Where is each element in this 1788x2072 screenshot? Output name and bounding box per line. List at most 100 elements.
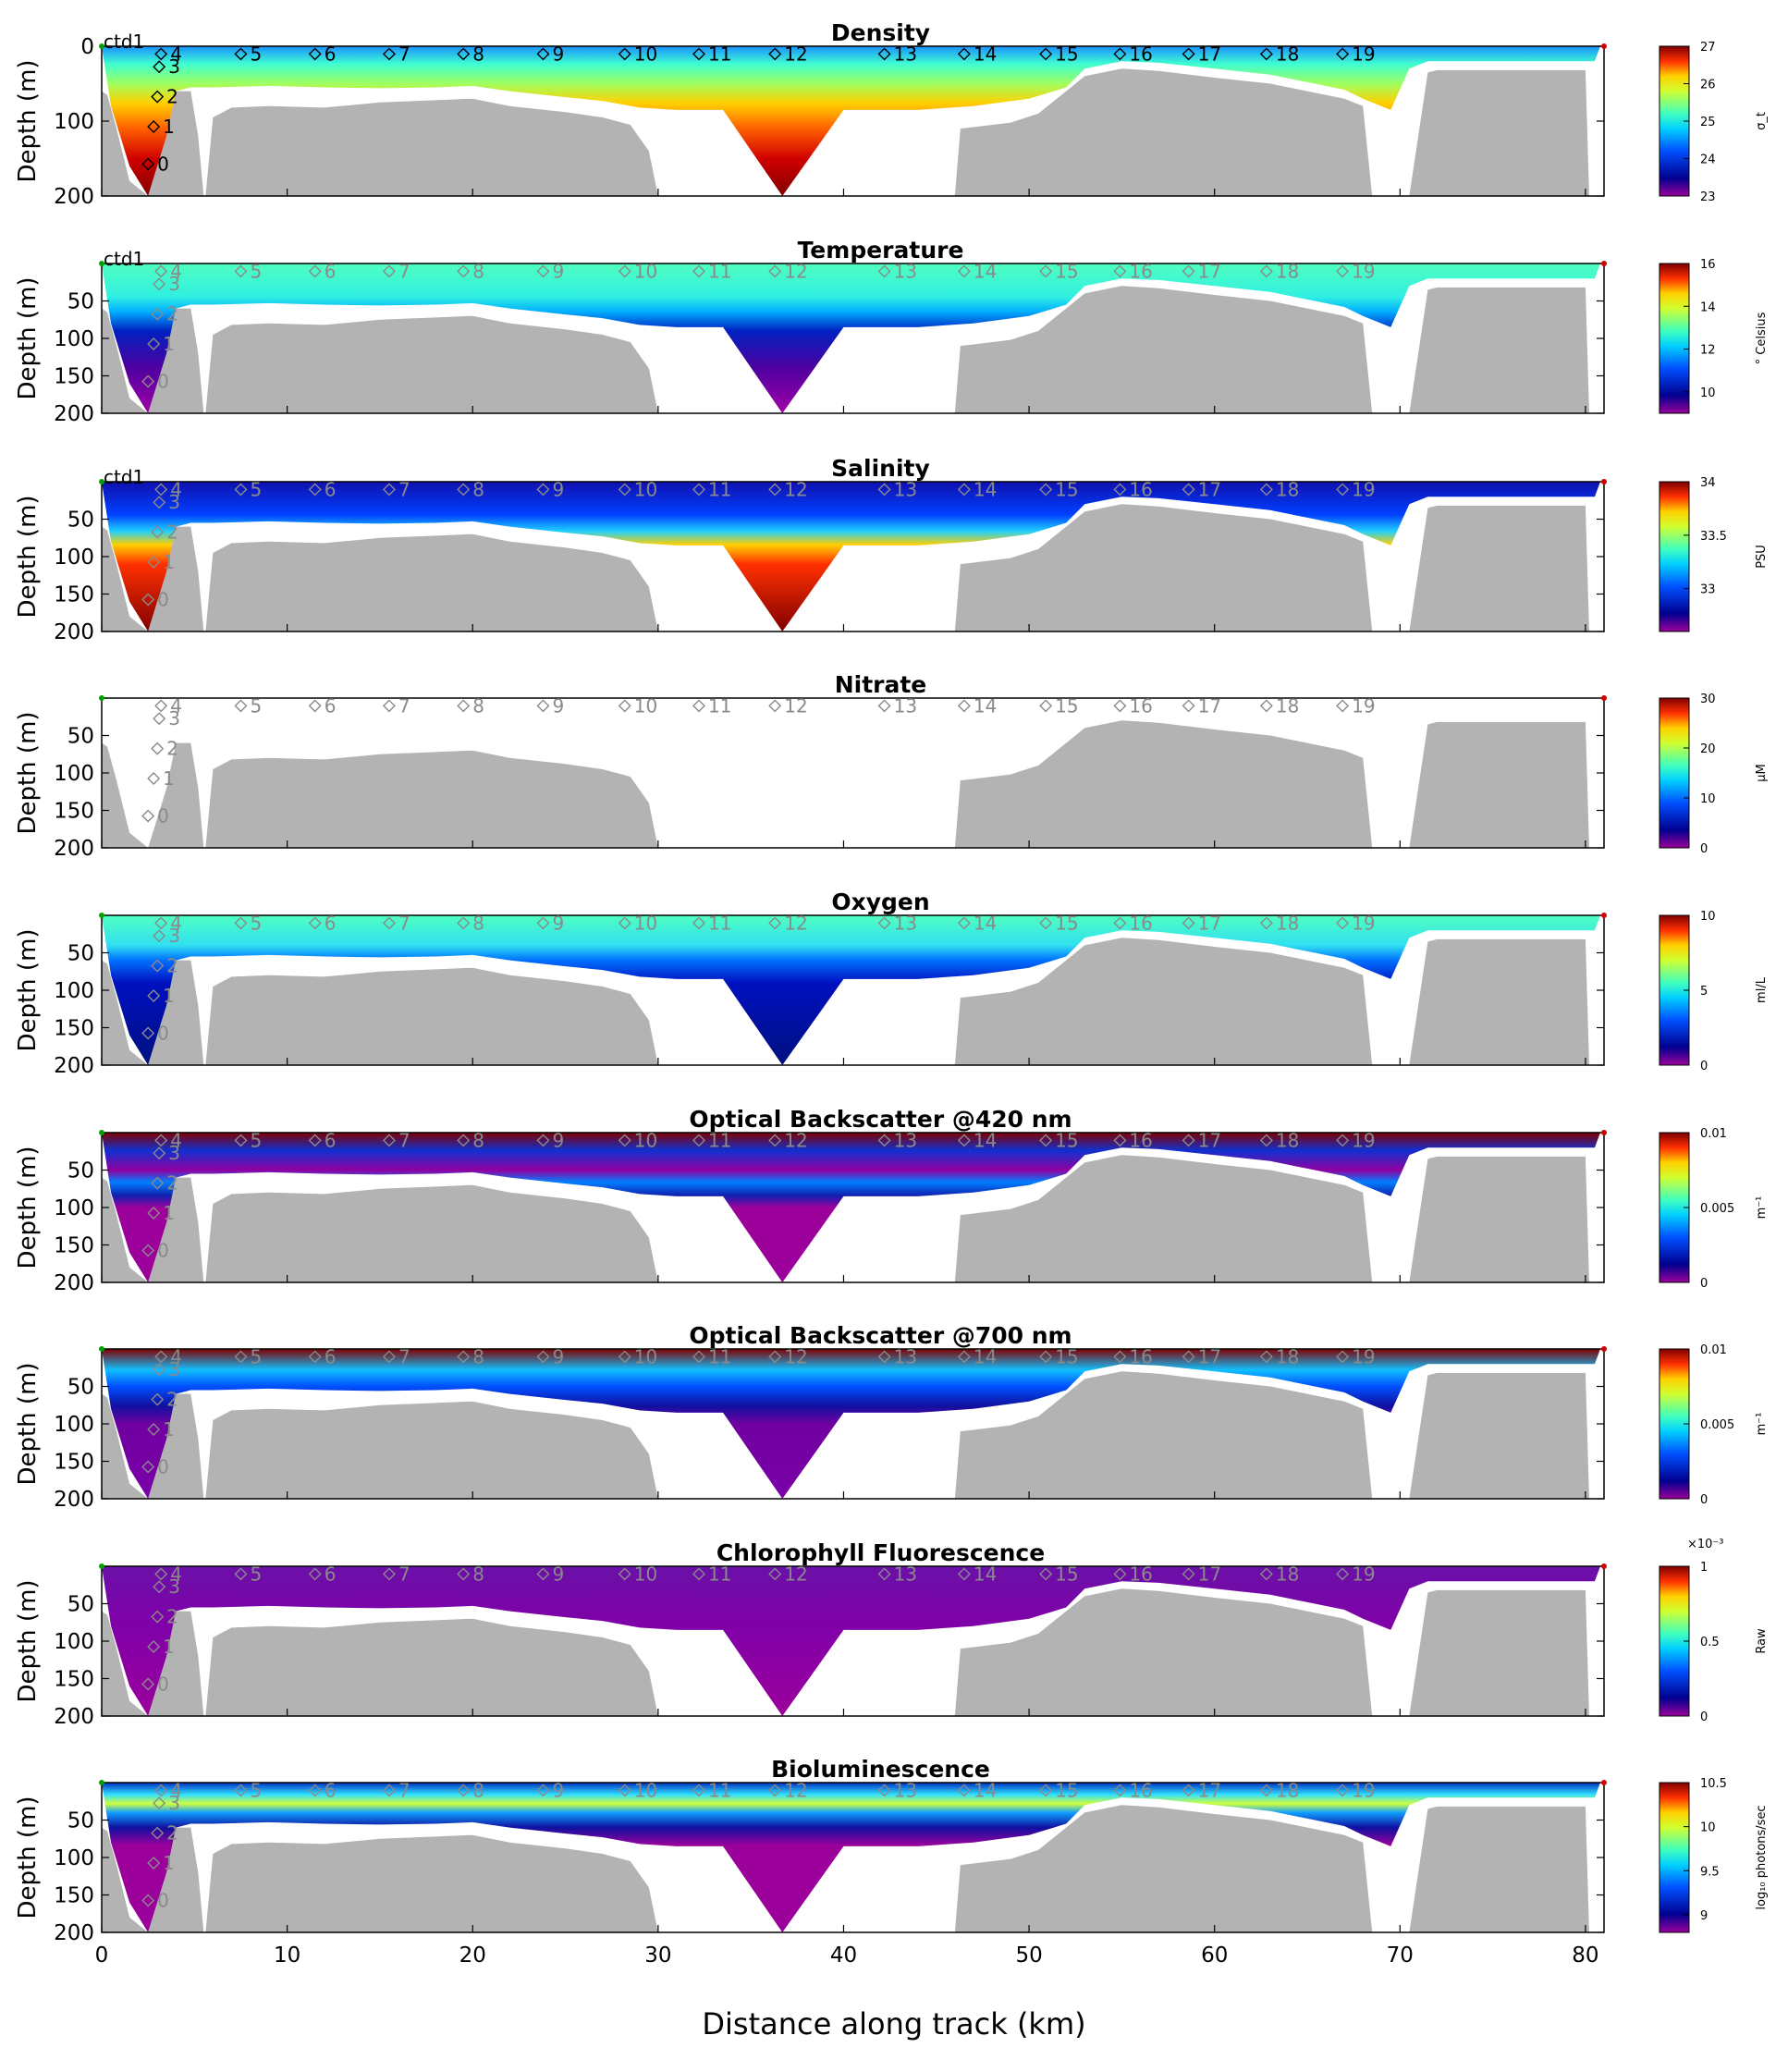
y-tick-label: 50: [67, 1809, 94, 1833]
station-label: 18: [1276, 478, 1299, 500]
panel-title: Optical Backscatter @420 nm: [689, 1106, 1072, 1133]
station-label: 7: [398, 1129, 410, 1151]
station-label: 19: [1352, 1779, 1375, 1801]
station-marker: [1113, 1134, 1127, 1147]
station-marker: [692, 1784, 705, 1797]
colorbar: 34 33.5 33 PSU: [1659, 476, 1769, 632]
panel-title: Nitrate: [835, 671, 927, 698]
station-marker: [147, 337, 161, 350]
station-label: 7: [398, 694, 410, 717]
station-label: 0: [157, 1890, 169, 1912]
y-tick-label: 150: [54, 800, 94, 824]
colorbar-tick-label: 5: [1700, 985, 1708, 999]
station-label: 11: [708, 1779, 731, 1801]
track-end-marker: [1601, 1780, 1607, 1785]
station-label: 9: [552, 1345, 564, 1367]
station-label: 5: [250, 478, 262, 500]
station-label: 16: [1129, 1563, 1152, 1585]
station-label: 11: [708, 260, 731, 282]
station-label: 5: [250, 1779, 262, 1801]
colorbar-tick-label: 1: [1700, 1561, 1708, 1575]
station-label: 3: [168, 1792, 180, 1814]
station-marker: [877, 47, 891, 61]
station-marker: [151, 1392, 165, 1406]
data-field: [102, 1349, 1600, 1499]
station-marker: [618, 1350, 631, 1364]
panel-optical-backscatter-420-nm: Optical Backscatter @420 nm50100150200De…: [14, 1106, 1769, 1295]
station-marker: [1182, 699, 1195, 713]
y-tick-label: 50: [67, 290, 94, 314]
track-start-marker: [99, 1780, 104, 1785]
station-marker: [151, 742, 165, 755]
station-label: 12: [784, 694, 807, 717]
station-marker: [1113, 1784, 1127, 1797]
colorbar: 1 0.5 0 Raw ×10⁻³: [1659, 1538, 1769, 1724]
station-label: 16: [1129, 1345, 1152, 1367]
station-start-label: ctd1: [104, 31, 144, 53]
station-label: 8: [472, 1563, 484, 1585]
station-label: 17: [1198, 1563, 1221, 1585]
station-marker: [1259, 483, 1273, 497]
colorbar-tick-label: 0.5: [1700, 1636, 1720, 1649]
station-marker: [141, 1894, 155, 1907]
station-label: 10: [634, 260, 657, 282]
station-marker: [154, 47, 168, 61]
station-label: 17: [1198, 43, 1221, 65]
station-label: 16: [1129, 1129, 1152, 1151]
station-marker: [141, 1026, 155, 1040]
y-axis-label: Depth (m): [14, 1362, 42, 1485]
station-start-label: ctd1: [104, 248, 144, 270]
seafloor-bathymetry: [102, 1805, 1604, 1932]
station-marker: [768, 1134, 782, 1147]
station-label: 16: [1129, 260, 1152, 282]
station-marker: [457, 916, 471, 930]
station-label: 11: [708, 1563, 731, 1585]
seafloor-bathymetry: [102, 1588, 1604, 1716]
y-tick-label: 150: [54, 1884, 94, 1908]
station-label: 7: [398, 912, 410, 934]
y-tick-label: 200: [54, 185, 94, 209]
station-label: 3: [168, 491, 180, 513]
station-label: 18: [1276, 1563, 1299, 1585]
station-marker: [457, 1784, 471, 1797]
station-marker: [536, 1134, 550, 1147]
station-marker: [536, 264, 550, 278]
station-label: 19: [1352, 1345, 1375, 1367]
station-label: 1: [163, 333, 175, 355]
colorbar-tick-label: 0.01: [1700, 1343, 1727, 1357]
station-marker: [1259, 47, 1273, 61]
station-marker: [1259, 1567, 1273, 1581]
station-marker: [382, 264, 396, 278]
station-label: 10: [634, 1345, 657, 1367]
colorbar-tick-label: 12: [1700, 344, 1716, 358]
station-marker: [1182, 47, 1195, 61]
station-label: 9: [552, 694, 564, 717]
station-label: 0: [157, 371, 169, 393]
station-marker: [147, 772, 161, 785]
station-marker: [957, 1567, 971, 1581]
station-label: 15: [1055, 1129, 1078, 1151]
colorbar-units-label: m⁻¹: [1755, 1196, 1769, 1220]
station-label: 3: [168, 925, 180, 947]
station-marker: [153, 60, 166, 74]
station-label: 6: [325, 1345, 337, 1367]
y-tick-label: 100: [54, 1413, 94, 1437]
station-marker: [234, 1134, 248, 1147]
station-label: 1: [163, 985, 175, 1007]
station-label: 13: [894, 260, 917, 282]
station-label: 19: [1352, 260, 1375, 282]
station-label: 13: [894, 912, 917, 934]
station-label: 19: [1352, 1563, 1375, 1585]
station-marker: [234, 699, 248, 713]
colorbar-units-label: log₁₀ photons/sec: [1755, 1805, 1769, 1909]
station-marker: [1039, 1567, 1053, 1581]
y-axis-label: Depth (m): [14, 1579, 42, 1702]
station-marker: [1039, 1134, 1053, 1147]
station-marker: [692, 1134, 705, 1147]
colorbar: 10 5 0 ml/L: [1659, 910, 1769, 1073]
station-label: 19: [1352, 43, 1375, 65]
station-marker: [457, 264, 471, 278]
y-tick-label: 50: [67, 1593, 94, 1617]
